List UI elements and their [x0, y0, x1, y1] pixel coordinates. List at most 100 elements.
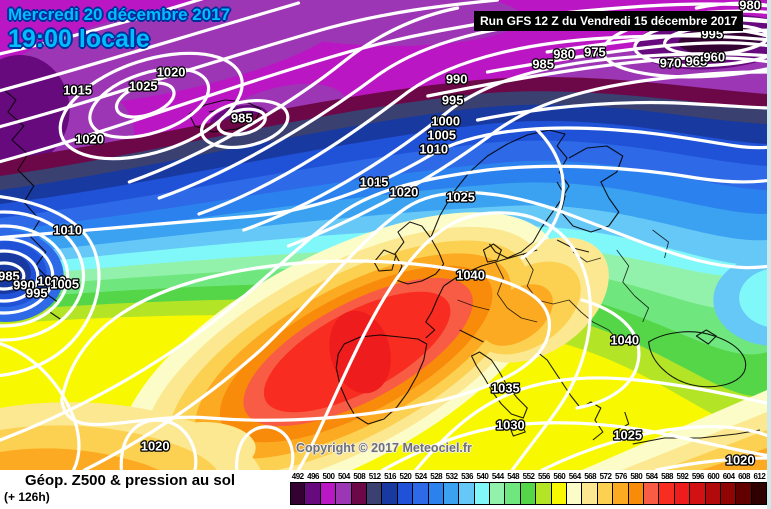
colorbar-value: 576: [614, 472, 627, 481]
colorbar-cell: 528: [428, 471, 444, 505]
colorbar-cell: 584: [643, 471, 660, 505]
colorbar-cell: 560: [551, 471, 568, 505]
colorbar-swatch: [351, 482, 367, 505]
colorbar-cell: 532: [443, 471, 460, 505]
colorbar-value: 568: [584, 472, 597, 481]
colorbar-swatch: [643, 482, 660, 505]
colorbar-swatch: [428, 482, 444, 505]
colorbar-value: 508: [353, 472, 366, 481]
colorbar-swatch: [459, 482, 475, 505]
colorbar-cell: 492: [290, 471, 306, 505]
colorbar-swatch: [659, 482, 675, 505]
legend-title: Géop. Z500 & pression au sol: [25, 472, 236, 489]
colorbar-cell: 592: [674, 471, 691, 505]
colorbar-swatch: [597, 482, 614, 505]
isobar-label: 1020: [390, 184, 419, 199]
colorbar-cell: 564: [567, 471, 583, 505]
colorbar-cell: 540: [474, 471, 491, 505]
isobar-label: 960: [703, 49, 725, 64]
colorbar-value: 608: [738, 472, 750, 481]
colorbar-cell: 556: [536, 471, 552, 505]
colorbar-value: 524: [414, 472, 427, 481]
forecast-valid-datetime: Mercredi 20 décembre 2017 19:00 locale: [8, 6, 230, 52]
colorbar-value: 588: [661, 472, 673, 481]
colorbar-value: 500: [322, 472, 335, 481]
model-run-info: Run GFS 12 Z du Vendredi 15 décembre 201…: [474, 11, 744, 31]
colorbar-value: 548: [507, 472, 520, 481]
colorbar-swatch: [490, 482, 506, 505]
colorbar-swatch: [520, 482, 537, 505]
isobar-label: 1015: [63, 82, 92, 97]
colorbar-swatch: [628, 482, 644, 505]
isobar-label: 985: [0, 268, 20, 283]
colorbar-value: 584: [645, 472, 658, 481]
colorbar-swatch: [720, 482, 737, 505]
colorbar-value: 604: [722, 472, 735, 481]
colorbar-value: 556: [538, 472, 550, 481]
colorbar-swatch: [736, 482, 752, 505]
legend-bar: Géop. Z500 & pression au sol (+ 126h) 49…: [0, 470, 768, 509]
colorbar-value: 532: [445, 472, 458, 481]
isobar-label: 1005: [427, 127, 456, 142]
forecast-time: 19:00 locale: [8, 24, 150, 53]
page-background-strip: [767, 0, 771, 509]
geopotential-colorbar: 492 496 500 504 508 512 516 520 524 528 532 536 540 5…: [290, 471, 768, 505]
colorbar-cell: 548: [505, 471, 521, 505]
colorbar-swatch: [567, 482, 583, 505]
isobar-label: 1005: [50, 276, 79, 291]
isobar-label: 1025: [613, 427, 642, 442]
isobar-label: 990: [13, 277, 35, 292]
copyright-watermark: Copyright © 2017 Meteociel.fr: [296, 441, 472, 455]
colorbar-cell: 524: [413, 471, 429, 505]
isobar-label: 990: [446, 71, 468, 86]
colorbar-swatch: [382, 482, 398, 505]
colorbar-cell: 576: [613, 471, 629, 505]
colorbar-value: 504: [337, 472, 350, 481]
colorbar-value: 544: [491, 472, 504, 481]
colorbar-value: 512: [368, 472, 381, 481]
colorbar-value: 520: [399, 472, 412, 481]
colorbar-value: 560: [553, 472, 566, 481]
colorbar-swatch: [366, 482, 383, 505]
isobar-label: 1025: [129, 78, 158, 93]
colorbar-swatch: [305, 482, 321, 505]
isobar-label: 985: [532, 56, 554, 71]
colorbar-swatch: [474, 482, 491, 505]
isobar-label: 995: [26, 285, 48, 300]
colorbar-swatch: [705, 482, 721, 505]
colorbar-cell: 536: [459, 471, 475, 505]
colorbar-swatch: [290, 482, 306, 505]
colorbar-swatch: [413, 482, 429, 505]
colorbar-cell: 520: [397, 471, 414, 505]
colorbar-value: 528: [430, 472, 443, 481]
colorbar-value: 516: [384, 472, 396, 481]
isobar-label: 995: [442, 92, 464, 107]
isobar-label: 985: [231, 110, 253, 125]
colorbar-cell: 580: [628, 471, 644, 505]
colorbar-cell: 604: [720, 471, 737, 505]
isobar-label: 1025: [446, 189, 475, 204]
isobar-labels: 1015 102510209851020990995100010051010985…: [0, 0, 762, 469]
colorbar-swatch: [690, 482, 706, 505]
isobar-label: 1035: [491, 380, 520, 395]
isobar-label: 1000: [37, 273, 66, 288]
colorbar-cell: 612: [751, 471, 768, 505]
isobar-label: 1020: [157, 64, 186, 79]
colorbar-cell: 508: [351, 471, 367, 505]
colorbar-value: 564: [568, 472, 581, 481]
colorbar-value: 572: [599, 472, 612, 481]
colorbar-swatch: [582, 482, 598, 505]
colorbar-value: 492: [291, 472, 304, 481]
color-fill-layer: [0, 0, 767, 470]
colorbar-cell: 504: [336, 471, 352, 505]
colorbar-swatch: [443, 482, 460, 505]
colorbar-swatch: [551, 482, 568, 505]
colorbar-swatch: [336, 482, 352, 505]
colorbar-cell: 496: [305, 471, 321, 505]
colorbar-value: 580: [630, 472, 643, 481]
colorbar-cell: 588: [659, 471, 675, 505]
colorbar-swatch: [674, 482, 691, 505]
colorbar-cell: 500: [320, 471, 337, 505]
isobar-label: 1010: [419, 141, 448, 156]
geopotential-pressure-map: 1015 102510209851020990995100010051010985…: [0, 0, 767, 470]
